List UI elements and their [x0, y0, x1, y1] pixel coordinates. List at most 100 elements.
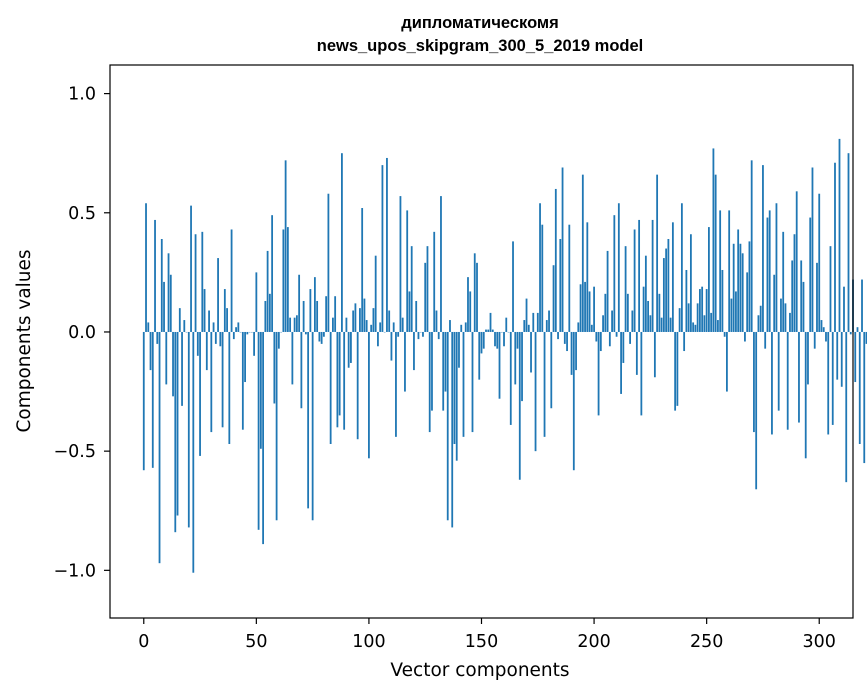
bar — [325, 296, 328, 332]
bar — [266, 250, 269, 332]
bar — [741, 253, 744, 332]
bar — [210, 331, 213, 433]
bar — [723, 331, 726, 337]
bar — [831, 331, 834, 425]
bar — [435, 310, 438, 332]
bar — [404, 331, 406, 392]
bar — [694, 324, 697, 332]
bar — [253, 331, 255, 356]
bar — [606, 250, 609, 332]
bar — [460, 324, 463, 332]
bar — [365, 320, 368, 332]
bar — [800, 260, 803, 332]
bar — [505, 317, 508, 332]
bar — [676, 331, 679, 406]
bar — [356, 331, 359, 440]
bar — [201, 231, 204, 332]
bar — [856, 327, 859, 332]
bar — [611, 310, 613, 332]
bar — [703, 315, 706, 332]
y-tick-label: 1.0 — [68, 85, 96, 105]
bar — [548, 310, 550, 332]
bar — [791, 260, 794, 332]
bar — [293, 317, 296, 332]
bar — [165, 331, 168, 385]
bar — [539, 203, 541, 332]
bar — [440, 196, 442, 332]
chart-title-line-2: news_upos_skipgram_300_5_2019 model — [317, 37, 644, 55]
bar — [467, 277, 469, 332]
bar — [545, 320, 548, 332]
bar — [644, 255, 647, 332]
bar — [838, 138, 841, 332]
bar — [392, 322, 395, 332]
x-tick-label: 200 — [577, 632, 610, 652]
x-tick-label: 150 — [465, 632, 498, 652]
bar — [719, 210, 722, 332]
x-tick-label: 250 — [690, 632, 723, 652]
bar — [710, 312, 713, 332]
bar — [802, 281, 805, 332]
bar — [223, 289, 226, 332]
bar — [149, 331, 152, 371]
bar — [521, 331, 523, 402]
bar — [615, 331, 618, 337]
bar — [746, 272, 749, 332]
bar — [426, 246, 429, 332]
bar — [721, 269, 724, 332]
bar — [786, 331, 789, 430]
bar — [338, 331, 341, 416]
bar — [151, 331, 154, 468]
bar — [230, 229, 233, 332]
bar — [259, 331, 262, 449]
bar — [187, 331, 190, 528]
bar — [246, 331, 249, 335]
bar — [424, 262, 427, 332]
bar — [597, 331, 600, 416]
bar — [313, 277, 316, 332]
bar — [566, 331, 568, 352]
bar — [199, 331, 201, 456]
bar — [735, 291, 737, 332]
bar — [208, 310, 210, 332]
bar — [692, 322, 695, 332]
bar — [593, 286, 595, 332]
bar — [464, 322, 467, 332]
bar — [527, 324, 530, 332]
bar — [762, 165, 764, 332]
bar — [345, 317, 348, 332]
bar — [640, 331, 643, 416]
bar — [768, 210, 771, 332]
bar — [203, 289, 206, 332]
bar — [241, 331, 244, 430]
bar — [843, 286, 845, 332]
bar — [428, 331, 431, 433]
bar — [532, 312, 535, 332]
bar — [449, 320, 451, 332]
bar — [811, 167, 814, 332]
bar — [158, 331, 161, 564]
bar — [386, 157, 388, 332]
bar — [471, 331, 474, 433]
bar — [525, 298, 528, 332]
bar — [498, 331, 501, 399]
bar — [584, 281, 586, 332]
bar — [809, 217, 812, 332]
bar — [865, 331, 867, 344]
bar — [622, 331, 625, 363]
bar — [660, 317, 663, 332]
bar — [458, 331, 460, 368]
bar — [714, 174, 717, 332]
bar — [559, 239, 562, 332]
bar — [451, 331, 454, 528]
bar — [368, 331, 370, 459]
bar — [415, 300, 418, 332]
bar — [840, 331, 843, 387]
bar — [370, 324, 373, 332]
bar — [613, 215, 616, 332]
bar — [665, 248, 668, 332]
bar — [381, 165, 384, 332]
bar — [372, 308, 375, 332]
bar — [599, 331, 602, 352]
bar — [509, 331, 512, 425]
